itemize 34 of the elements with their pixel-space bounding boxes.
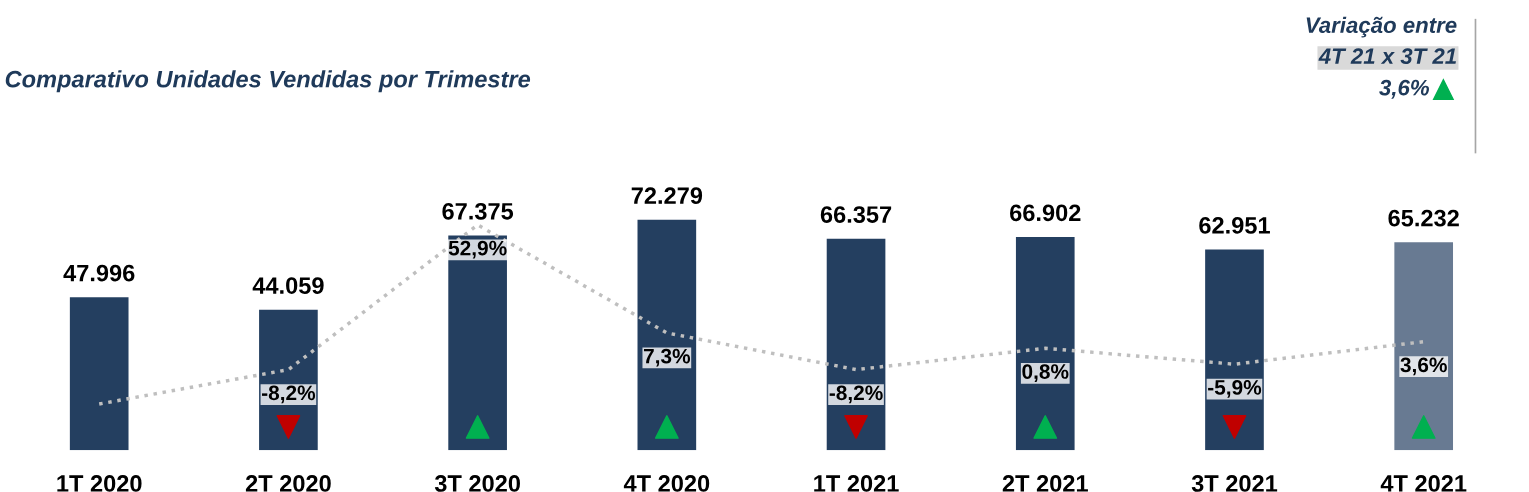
data-label: 66.902 — [1010, 204, 1081, 222]
data-label: -8,2% — [829, 385, 883, 404]
x-tick-label: 2T 2021 — [1002, 475, 1088, 492]
data-label: 0,8% — [1022, 364, 1069, 382]
data-label: 7,3% — [643, 348, 691, 367]
bar — [1015, 236, 1075, 451]
data-label: 67.375 — [442, 202, 514, 220]
x-tick-label: 3T 2021 — [1191, 475, 1278, 492]
chart-title: Comparativo Unidades Vendidas por Trimestre — [5, 70, 531, 93]
data-label: 62.951 — [1199, 217, 1270, 234]
bar — [69, 297, 129, 451]
data-label: 65.232 — [1388, 209, 1459, 227]
bar — [637, 219, 697, 451]
bar — [826, 238, 886, 451]
x-tick-label: 4T 2021 — [1380, 475, 1467, 492]
data-label: 3,6% — [1400, 357, 1447, 376]
data-label: 72.279 — [631, 187, 703, 205]
data-label: 44.059 — [252, 277, 324, 294]
x-tick-label: 3T 2020 — [434, 475, 520, 492]
data-label: 52,9% — [448, 240, 507, 259]
data-label: 47.996 — [63, 264, 135, 282]
text: Variação entre — [1306, 16, 1457, 38]
x-tick-label: 1T 2021 — [814, 475, 899, 492]
data-label: -8,2% — [262, 385, 316, 404]
data-label: 66.357 — [820, 206, 892, 223]
data-label: -5,9% — [1208, 380, 1262, 398]
x-tick-label: 4T 2020 — [623, 475, 710, 492]
x-tick-label: 2T 2020 — [245, 475, 331, 492]
text: 4T 21 x 3T 21 — [1318, 48, 1456, 65]
x-tick-label: 1T 2020 — [57, 475, 142, 492]
bar — [1394, 242, 1454, 451]
bar — [448, 235, 507, 451]
text: 3,6% — [1379, 79, 1429, 99]
bar — [1205, 249, 1264, 451]
